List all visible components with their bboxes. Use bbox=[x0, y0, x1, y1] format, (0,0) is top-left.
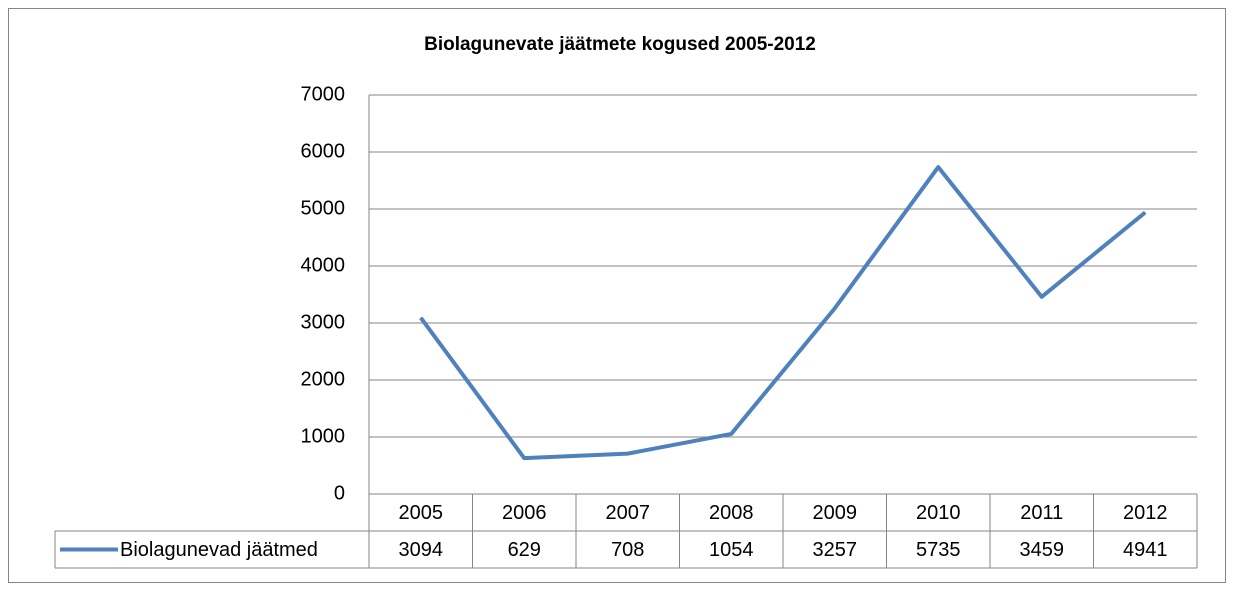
table-value: 4941 bbox=[1123, 539, 1168, 561]
y-tick-label: 4000 bbox=[301, 254, 346, 276]
x-tick-label: 2006 bbox=[502, 502, 547, 524]
table-value: 3094 bbox=[399, 539, 444, 561]
y-tick-label: 3000 bbox=[301, 311, 346, 333]
y-tick-label: 2000 bbox=[301, 368, 346, 390]
x-tick-label: 2011 bbox=[1020, 502, 1063, 524]
y-tick-label: 6000 bbox=[301, 140, 346, 162]
line-series bbox=[419, 165, 1147, 461]
y-tick-label: 0 bbox=[334, 482, 345, 504]
x-tick-label: 2009 bbox=[813, 502, 858, 524]
y-tick-label: 5000 bbox=[301, 197, 346, 219]
x-tick-label: 2008 bbox=[709, 502, 754, 524]
chart-border bbox=[8, 8, 1226, 583]
table-value: 5735 bbox=[916, 539, 961, 561]
x-tick-label: 2010 bbox=[916, 502, 961, 524]
y-tick-label: 1000 bbox=[301, 425, 346, 447]
x-tick-label: 2005 bbox=[399, 502, 444, 524]
table-value: 3459 bbox=[1020, 539, 1065, 561]
table-value: 1054 bbox=[709, 539, 754, 561]
legend-label: Biolagunevad jäätmed bbox=[120, 539, 318, 561]
x-tick-label: 2012 bbox=[1123, 502, 1168, 524]
table-value: 708 bbox=[611, 539, 644, 561]
chart-title: Biolagunevate jäätmete kogused 2005-2012 bbox=[424, 34, 816, 55]
x-tick-label: 2007 bbox=[606, 502, 651, 524]
table-value: 629 bbox=[508, 539, 541, 561]
table-value: 3257 bbox=[813, 539, 858, 561]
y-tick-label: 7000 bbox=[301, 83, 346, 105]
